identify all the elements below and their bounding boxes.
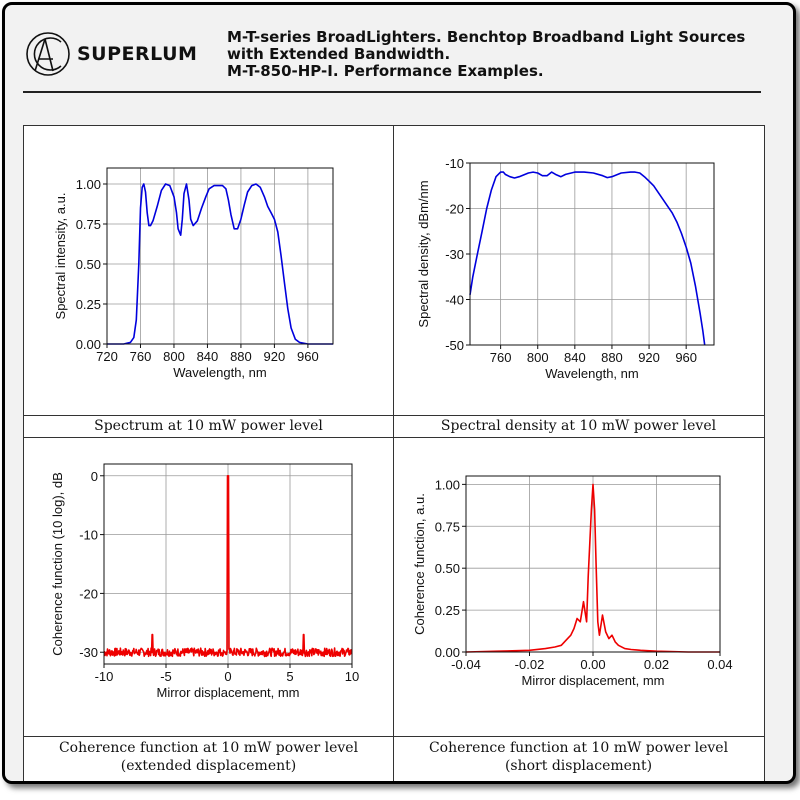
- x-tick-label: -0.04: [451, 657, 481, 672]
- caption-line: Coherence function at 10 mW power level: [428, 740, 729, 756]
- grid-divider: [393, 126, 394, 781]
- x-axis-label: Mirror displacement, mm: [521, 673, 664, 688]
- x-tick-label: -0.02: [515, 657, 545, 672]
- x-tick-label: 10: [345, 669, 359, 684]
- plots-canvas: 720 760 800 840 880 920 960 0.00 0.25 0.50 0.75 1.0…: [50, 156, 733, 700]
- y-tick-label: -30: [445, 247, 464, 262]
- y-tick-label: 0: [91, 469, 98, 484]
- grid-divider: [24, 736, 764, 737]
- x-tick-label: 760: [490, 350, 512, 365]
- x-tick-label: 760: [130, 349, 152, 364]
- x-axis-label: Wavelength, nm: [173, 365, 266, 380]
- x-tick-label: 840: [564, 350, 586, 365]
- x-tick-label: 920: [638, 350, 660, 365]
- x-tick-label: 840: [197, 349, 219, 364]
- header-divider: [23, 91, 761, 93]
- chart-spectrum: 720 760 800 840 880 920 960 0.00 0.25 0.50 0.75 1.0…: [53, 167, 334, 380]
- caption-line: Coherence function at 10 mW power level: [58, 740, 359, 756]
- superlum-logo: [26, 32, 70, 76]
- brand-name: SUPERLUM: [77, 43, 198, 65]
- title-line: with Extended Bandwidth.: [227, 45, 451, 63]
- x-tick-label: 800: [163, 349, 185, 364]
- y-tick-label: 0.00: [76, 337, 101, 352]
- chart-coh_short: -0.04 -0.02 0.00 0.02 0.04 0.00 0.25 0.50 0.75 1.…: [412, 475, 733, 688]
- x-tick-label: 0: [224, 669, 231, 684]
- page-title: M-T-series BroadLighters. Benchtop Broad…: [227, 29, 745, 80]
- y-tick-label: 1.00: [435, 477, 460, 492]
- header: SUPERLUM M-T-series BroadLighters. Bench…: [5, 5, 793, 93]
- x-tick-label: 880: [601, 350, 623, 365]
- y-tick-label: -10: [79, 528, 98, 543]
- y-tick-label: -50: [445, 338, 464, 353]
- x-tick-label: 800: [527, 350, 549, 365]
- chart-density: 760 800 840 880 920 960 -50 -40 -30 -20 -10 Wavelen…: [416, 156, 715, 381]
- y-tick-label: 0.75: [435, 519, 460, 534]
- caption-spectrum: Spectrum at 10 mW power level: [94, 418, 323, 434]
- x-tick-label: 0.04: [707, 657, 732, 672]
- title-line: M-T-850-HP-I. Performance Examples.: [227, 62, 544, 80]
- x-tick-label: 5: [286, 669, 293, 684]
- grid-divider: [24, 415, 764, 416]
- caption-density: Spectral density at 10 mW power level: [440, 418, 717, 434]
- caption-coherence-short: Coherence function at 10 mW power level …: [394, 739, 763, 775]
- caption-coherence-extended: Coherence function at 10 mW power level …: [24, 739, 393, 775]
- grid-divider: [24, 437, 764, 438]
- page-frame: SUPERLUM M-T-series BroadLighters. Bench…: [2, 2, 796, 784]
- y-axis-label: Coherence function, a.u.: [412, 493, 427, 635]
- x-tick-label: 880: [230, 349, 252, 364]
- y-tick-label: 0.00: [435, 645, 460, 660]
- y-tick-label: 0.50: [435, 561, 460, 576]
- x-tick-label: 720: [96, 349, 118, 364]
- y-tick-label: -20: [445, 202, 464, 217]
- x-axis-label: Mirror displacement, mm: [156, 685, 299, 700]
- y-axis-label: Spectral intensity, a.u.: [53, 193, 68, 320]
- y-tick-label: 0.25: [435, 603, 460, 618]
- x-tick-label: 0.02: [644, 657, 669, 672]
- caption-line: (short displacement): [504, 758, 653, 774]
- y-tick-label: 0.25: [76, 297, 101, 312]
- y-axis-label: Spectral density, dBm/nm: [416, 180, 431, 327]
- series-spectrum: [107, 183, 333, 345]
- axes-frame: [106, 167, 334, 345]
- x-tick-label: -10: [95, 669, 114, 684]
- x-tick-label: 960: [675, 350, 697, 365]
- x-tick-label: 920: [264, 349, 286, 364]
- x-axis-label: Wavelength, nm: [545, 366, 638, 381]
- y-tick-label: -30: [79, 645, 98, 660]
- caption-line: (extended displacement): [120, 758, 297, 774]
- x-tick-label: -5: [160, 669, 172, 684]
- y-tick-label: -10: [445, 156, 464, 171]
- y-tick-label: -20: [79, 586, 98, 601]
- y-axis-label: Coherence function (10 log), dB: [50, 472, 65, 656]
- figure-grid: 720 760 800 840 880 920 960 0.00 0.25 0.50 0.75 1.0…: [23, 125, 765, 781]
- y-tick-label: 0.75: [76, 217, 101, 232]
- title-line: M-T-series BroadLighters. Benchtop Broad…: [227, 28, 746, 46]
- y-tick-label: 1.00: [76, 177, 101, 192]
- x-tick-label: 0.00: [580, 657, 605, 672]
- series-coherence: [465, 483, 720, 653]
- y-tick-label: -40: [445, 293, 464, 308]
- series-coherence: [103, 475, 353, 658]
- series-density: [469, 171, 706, 346]
- x-tick-label: 960: [297, 349, 319, 364]
- y-tick-label: 0.50: [76, 257, 101, 272]
